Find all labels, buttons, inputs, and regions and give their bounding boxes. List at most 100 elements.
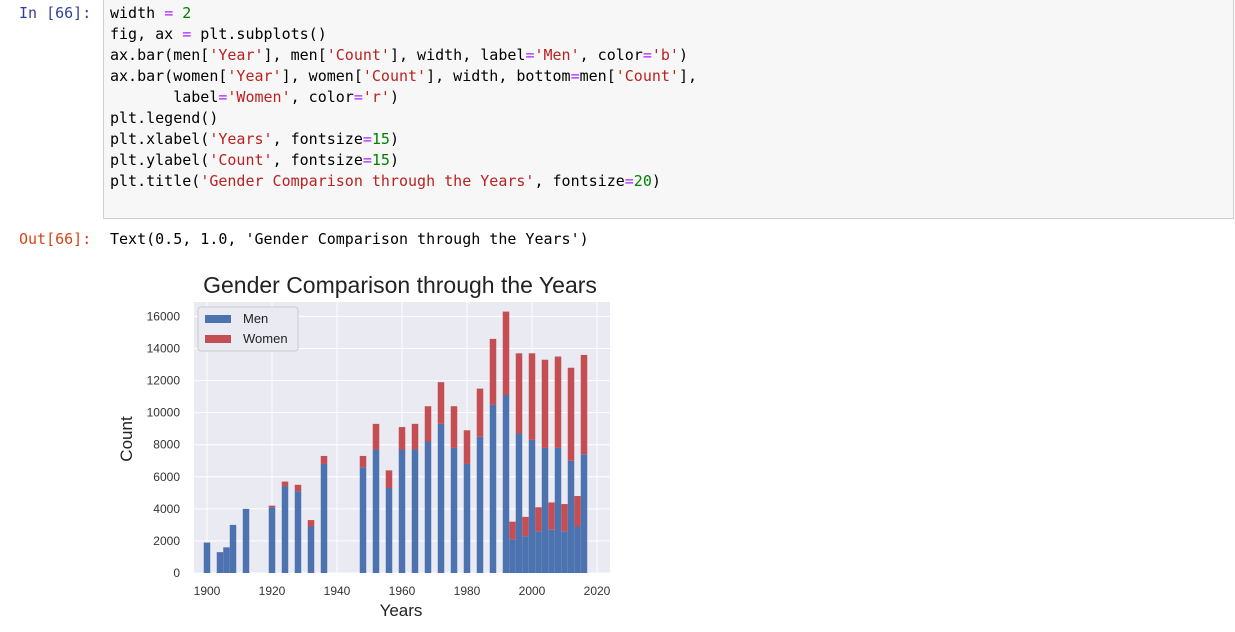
bar-women xyxy=(424,406,432,442)
legend-swatch-women xyxy=(205,335,231,343)
in-prompt: In [66]: xyxy=(19,4,92,22)
bar-men xyxy=(509,539,516,573)
y-tick-label: 4000 xyxy=(153,502,180,516)
legend-label-men: Men xyxy=(243,311,268,326)
legend-swatch-men xyxy=(205,315,231,323)
bar-women xyxy=(320,455,328,464)
code-line: plt.xlabel('Years', fontsize=15) xyxy=(110,130,399,148)
bar-men xyxy=(281,486,289,573)
bar-men xyxy=(307,526,315,573)
bar-women xyxy=(580,354,588,455)
bar-women xyxy=(385,470,393,489)
bar-men xyxy=(223,547,230,573)
bar-men xyxy=(398,449,406,573)
bar-women xyxy=(567,367,575,461)
bar-men xyxy=(268,507,276,573)
code-line: label='Women', color='r') xyxy=(110,88,399,106)
bar-women xyxy=(561,504,568,532)
y-tick-label: 6000 xyxy=(153,470,180,484)
bar-men xyxy=(242,508,250,573)
x-tick-label: 1900 xyxy=(194,584,221,598)
bar-women xyxy=(535,507,542,532)
bar-men xyxy=(528,439,536,573)
x-tick-label: 1960 xyxy=(389,584,416,598)
y-tick-labels: 0 2000 4000 6000 8000 10000 12000 14000 16000 xyxy=(147,309,181,580)
bar-men xyxy=(294,491,302,573)
bar-women xyxy=(548,502,555,530)
bar-women xyxy=(411,423,419,450)
bar-men xyxy=(548,529,555,573)
bar-men xyxy=(561,531,568,573)
chart-title: Gender Comparison through the Years xyxy=(203,272,597,298)
legend: Men Women xyxy=(197,306,299,352)
code-editor[interactable]: width = 2 fig, ax = plt.subplots() ax.ba… xyxy=(110,3,697,192)
bar-men xyxy=(216,552,224,573)
bar-women xyxy=(541,359,549,448)
bar-men xyxy=(522,536,529,573)
y-tick-label: 2000 xyxy=(153,534,180,548)
bar-men xyxy=(437,423,445,573)
bar-men xyxy=(567,460,575,573)
bar-women xyxy=(502,311,510,396)
legend-label-women: Women xyxy=(243,331,288,346)
bar-men xyxy=(554,447,562,573)
bar-women xyxy=(359,455,367,468)
bar-men xyxy=(580,454,588,573)
bar-women xyxy=(528,353,536,440)
bar-women xyxy=(268,505,276,508)
code-line: ax.bar(men['Year'], men['Count'], width,… xyxy=(110,46,688,64)
code-line: fig, ax = plt.subplots() xyxy=(110,25,327,43)
bar-men xyxy=(463,463,471,573)
y-tick-label: 0 xyxy=(173,566,180,580)
x-axis-label: Years xyxy=(380,601,423,620)
bar-men xyxy=(411,449,419,573)
bar-men xyxy=(574,526,581,573)
code-line: plt.title('Gender Comparison through the… xyxy=(110,172,661,190)
bar-chart: Gender Comparison through the Years 1900… xyxy=(117,272,611,620)
bar-women xyxy=(398,427,406,450)
output-text: Text(0.5, 1.0, 'Gender Comparison throug… xyxy=(110,230,589,248)
bar-men xyxy=(541,447,549,573)
bar-men xyxy=(385,488,393,573)
x-tick-label: 1940 xyxy=(324,584,351,598)
x-tick-labels: 1900 1920 1940 1960 1980 2000 2020 xyxy=(194,584,611,598)
bar-men xyxy=(535,531,542,573)
bar-men xyxy=(424,441,432,573)
code-line: plt.legend() xyxy=(110,109,219,127)
bar-men xyxy=(476,436,484,573)
bar-men xyxy=(320,463,328,573)
bar-women xyxy=(476,388,484,437)
bar-women xyxy=(515,353,523,434)
bar-men xyxy=(229,524,237,573)
y-axis-label: Count xyxy=(117,416,136,462)
bar-men xyxy=(515,433,523,573)
chart-figure: Gender Comparison through the Years 1900… xyxy=(110,262,630,627)
code-cell-input[interactable]: width = 2 fig, ax = plt.subplots() ax.ba… xyxy=(103,0,1234,219)
bar-women xyxy=(489,338,497,405)
x-tick-label: 1980 xyxy=(454,584,481,598)
y-tick-label: 12000 xyxy=(147,374,181,388)
x-tick-label: 2000 xyxy=(519,584,546,598)
bar-women xyxy=(522,516,529,537)
bars xyxy=(203,311,588,573)
bar-women xyxy=(437,382,445,424)
y-tick-label: 16000 xyxy=(147,309,181,323)
code-line: plt.ylabel('Count', fontsize=15) xyxy=(110,151,399,169)
bar-men xyxy=(502,395,510,573)
x-tick-label: 1920 xyxy=(259,584,286,598)
bar-men xyxy=(489,404,497,573)
y-tick-label: 8000 xyxy=(153,438,180,452)
y-tick-label: 14000 xyxy=(147,342,181,356)
bar-men xyxy=(203,542,211,573)
bar-women xyxy=(372,423,380,450)
x-tick-label: 2020 xyxy=(584,584,611,598)
bar-men xyxy=(359,467,367,573)
bar-women xyxy=(554,356,562,448)
bar-women xyxy=(294,484,302,492)
code-line: ax.bar(women['Year'], women['Count'], wi… xyxy=(110,67,698,85)
bar-women xyxy=(463,430,471,464)
bar-women xyxy=(281,481,289,487)
y-tick-label: 10000 xyxy=(147,406,181,420)
bar-women xyxy=(509,521,516,540)
bar-women xyxy=(307,520,315,527)
